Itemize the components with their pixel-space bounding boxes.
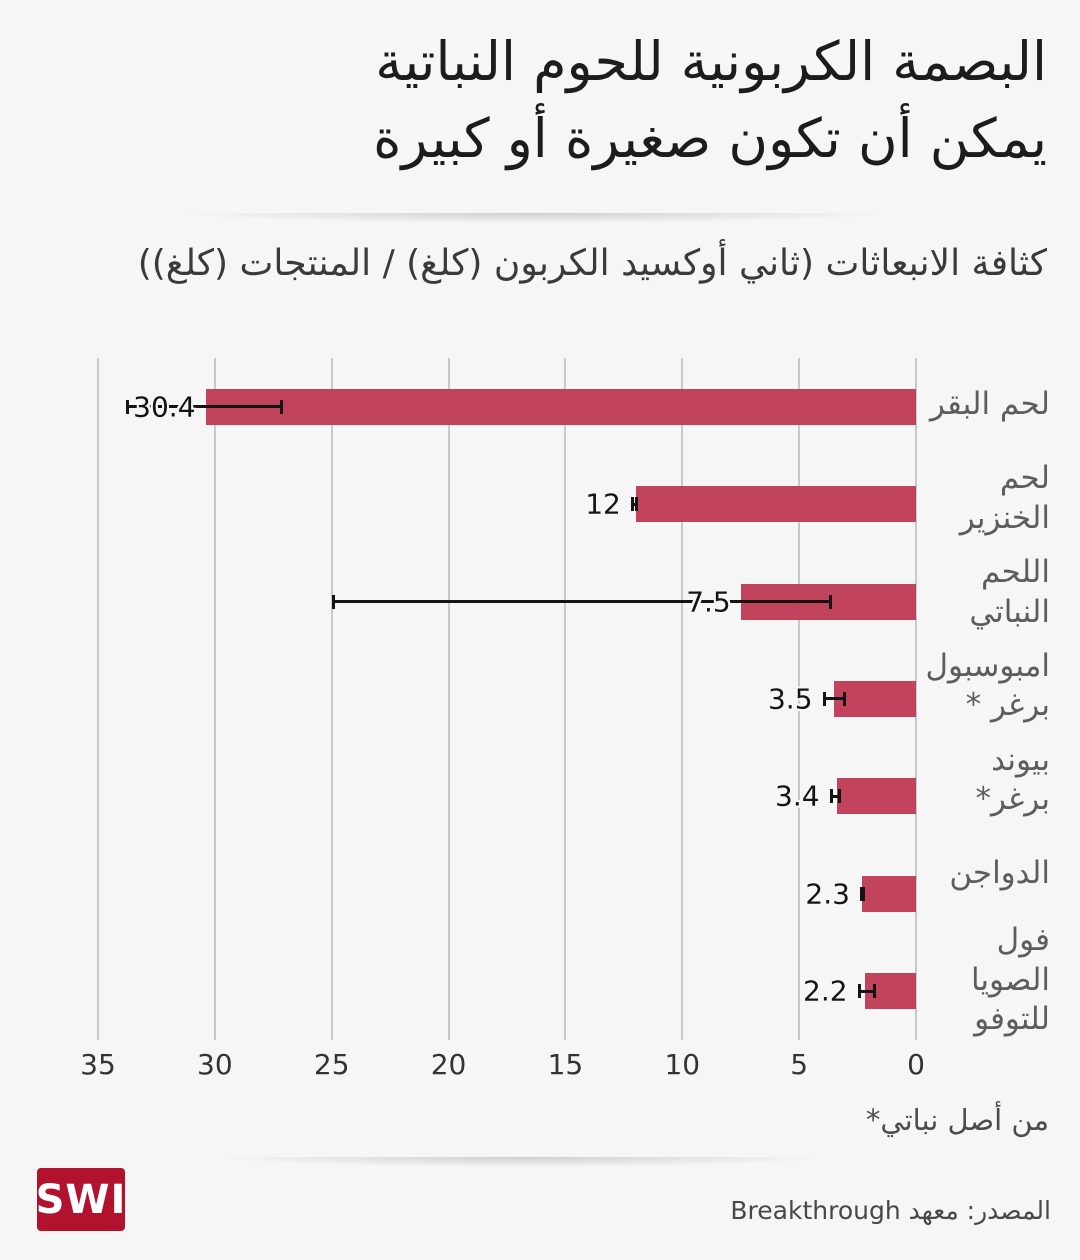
- category-label: فول الصويا للتوفو: [970, 921, 1050, 1038]
- source-credit: المصدر: معهد Breakthrough: [730, 1196, 1051, 1225]
- value-label: 3.4: [775, 779, 820, 813]
- bar: [862, 875, 916, 912]
- error-bar-cap: [634, 497, 638, 512]
- x-tick-label: 35: [80, 1048, 116, 1081]
- chart-row: 30.4: [98, 358, 916, 455]
- gridline: [798, 358, 801, 1040]
- page-title-line1: البصمة الكربونية للحوم النباتية: [375, 30, 1047, 93]
- category-label: الدواجن: [949, 855, 1050, 892]
- x-tick-label: 15: [547, 1048, 584, 1081]
- error-bar: [331, 594, 832, 609]
- chart-row: 3.5: [98, 650, 916, 747]
- value-label: 7.5: [686, 585, 731, 619]
- error-bar: [630, 497, 638, 512]
- error-bar: [859, 886, 865, 901]
- error-bar-cap: [630, 497, 634, 512]
- error-bar: [822, 691, 846, 706]
- title-separator-shadow: [80, 213, 990, 227]
- chart-row: 2.2: [98, 943, 916, 1040]
- x-tick-label: 10: [664, 1048, 701, 1081]
- value-label: 3.5: [767, 682, 813, 716]
- category-row: الدواجن: [916, 827, 1050, 921]
- chart-subtitle: كثافة الانبعاثات (ثاني أوكسيد الكربون (ك…: [137, 243, 1047, 284]
- swi-logo: SWI: [36, 1168, 125, 1231]
- value-label: 2.2: [803, 974, 848, 1008]
- error-bar-line: [857, 989, 877, 993]
- category-label: اللحم النباتي: [969, 553, 1050, 630]
- category-label: امبوسبول برغر *: [925, 647, 1050, 724]
- gridline: [447, 358, 450, 1040]
- error-bar-line: [822, 697, 846, 701]
- category-labels: لحم البقر لحم الخنزير اللحم النباتي امبوسبو…: [916, 358, 1050, 1040]
- error-bar-line: [630, 502, 638, 506]
- gridline: [915, 358, 917, 1040]
- footnote: من أصل نباتي*: [865, 1103, 1049, 1137]
- plot-area: 30.4 12 7.5 3.5 3.4 2.3 2.2: [97, 358, 917, 1040]
- value-label: 2.3: [805, 877, 850, 911]
- gridline: [213, 358, 216, 1040]
- error-bar-cap: [857, 984, 861, 999]
- gridline: [564, 358, 567, 1040]
- error-bar: [126, 399, 283, 414]
- footer-separator-shadow: [135, 1157, 910, 1171]
- error-bar-cap: [861, 886, 865, 901]
- error-bar: [857, 984, 877, 999]
- bar: [836, 778, 916, 815]
- x-tick-label: 5: [790, 1048, 809, 1081]
- bar: [635, 486, 916, 523]
- category-row: اللحم النباتي: [916, 546, 1050, 640]
- error-bar-line: [829, 794, 842, 798]
- category-row: لحم البقر: [916, 358, 1050, 452]
- category-row: بيوند برغر*: [916, 733, 1050, 827]
- category-row: امبوسبول برغر *: [916, 639, 1050, 733]
- bar-rows: 30.4 12 7.5 3.5 3.4 2.3 2.2: [98, 358, 916, 1040]
- page-title: البصمة الكربونية للحوم النباتية يمكن أن …: [40, 24, 1047, 177]
- x-tick-label: 20: [430, 1048, 467, 1081]
- chart-row: 7.5: [98, 553, 916, 650]
- error-bar-cap: [829, 789, 833, 804]
- gridline: [97, 358, 99, 1040]
- x-tick-label: 0: [907, 1048, 925, 1081]
- category-row: فول الصويا للتوفو: [916, 921, 1050, 1040]
- page-title-line2: يمكن أن تكون صغيرة أو كبيرة: [373, 106, 1047, 170]
- error-bar-cap: [828, 594, 832, 609]
- chart-row: 12: [98, 455, 916, 552]
- value-label: 30.4: [133, 390, 196, 424]
- gridline: [681, 358, 684, 1040]
- error-bar-line: [331, 600, 832, 604]
- error-bar-cap: [822, 691, 826, 706]
- error-bar-cap: [859, 886, 863, 901]
- error-bar-cap: [126, 399, 130, 414]
- category-label: لحم الخنزير: [959, 460, 1050, 536]
- error-bar-cap: [279, 399, 283, 414]
- chart-row: 3.4: [98, 748, 916, 845]
- error-bar-line: [126, 405, 283, 409]
- category-row: لحم الخنزير: [916, 452, 1050, 546]
- error-bar: [829, 789, 842, 804]
- x-tick-label: 30: [197, 1048, 233, 1081]
- category-label: لحم البقر: [929, 386, 1050, 423]
- category-label: بيوند برغر*: [975, 741, 1050, 818]
- gridline: [330, 358, 333, 1040]
- value-label: 12: [585, 487, 621, 521]
- error-bar-cap: [873, 984, 877, 999]
- error-bar-cap: [842, 691, 846, 706]
- error-bar-cap: [331, 594, 335, 609]
- bar: [205, 388, 916, 425]
- x-axis: 35 30 25 20 15 10 5 0: [80, 1048, 925, 1084]
- chart-row: 2.3: [98, 845, 916, 942]
- bar: [834, 680, 916, 717]
- x-tick-label: 25: [313, 1048, 350, 1081]
- error-bar-cap: [838, 789, 842, 804]
